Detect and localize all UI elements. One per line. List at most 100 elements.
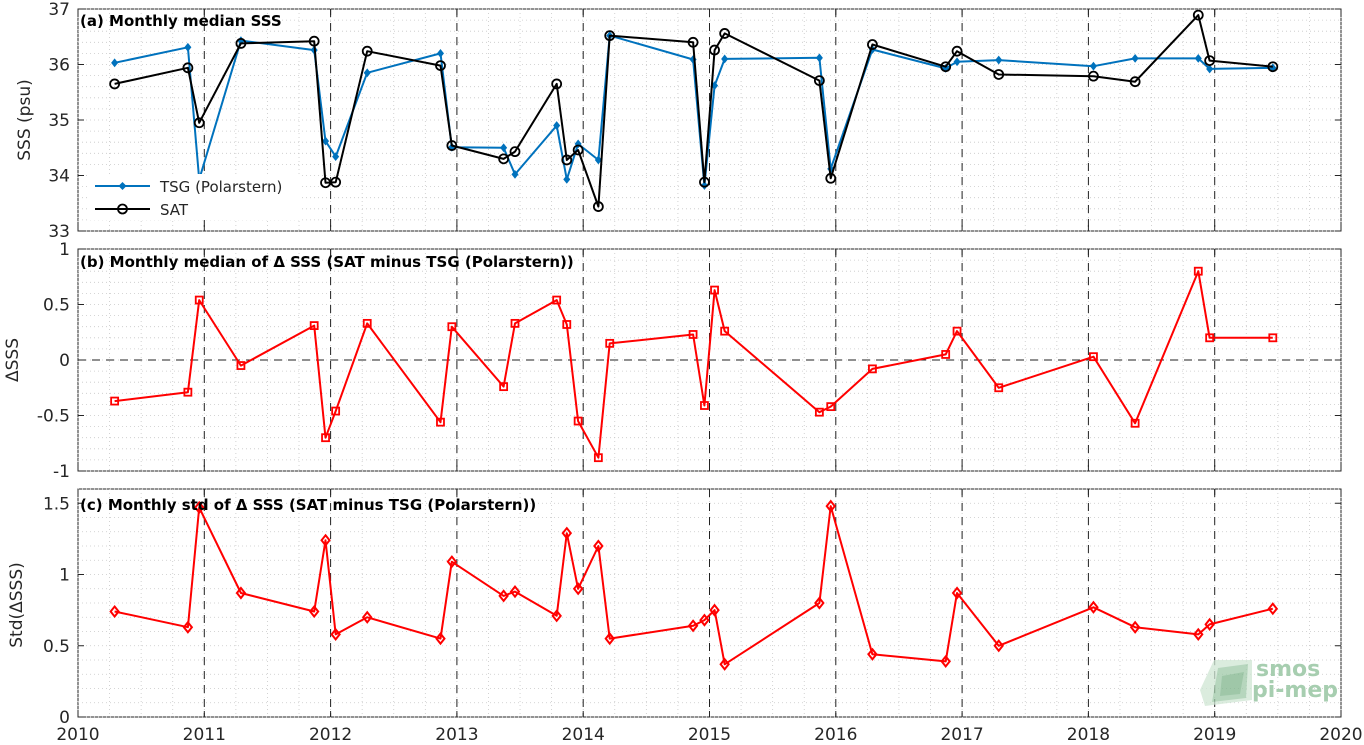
data-point-1-0 <box>710 285 719 295</box>
y-tick-label: 35 <box>48 111 70 131</box>
data-point-0-0 <box>511 169 519 179</box>
panel-a-marks <box>109 9 1279 212</box>
x-tick-label: 2018 <box>1067 725 1110 745</box>
data-point-0-0 <box>322 136 330 146</box>
legend-tsg-label: TSG (Polarstern) <box>159 178 282 196</box>
data-point-0-0 <box>111 58 119 68</box>
data-point-0-1 <box>813 75 825 86</box>
data-point-2-0 <box>561 526 573 540</box>
data-point-0-1 <box>109 78 121 90</box>
data-point-1-0 <box>688 330 698 339</box>
data-point-0-1 <box>825 172 837 184</box>
data-point-0-1 <box>509 146 521 158</box>
data-point-1-0 <box>605 338 615 348</box>
smos-pi-mep-logo: smos pi-mep <box>1200 657 1338 706</box>
data-point-0-1 <box>1267 61 1279 73</box>
legend-sat-marker <box>117 203 128 215</box>
x-tick-label: 2013 <box>435 725 478 745</box>
panel-b-ylabel: ΔSSS <box>3 338 23 382</box>
data-point-0-0 <box>1194 53 1202 63</box>
y-tick-label: 0 <box>59 708 70 728</box>
data-point-1-0 <box>720 326 730 336</box>
data-point-0-1 <box>182 62 194 74</box>
data-point-1-0 <box>1193 266 1203 276</box>
panel-b-ticks: -1 -0.5 0 0.5 1 <box>37 240 1342 482</box>
y-tick-label: 36 <box>48 56 70 76</box>
y-tick-label: 0 <box>59 351 70 371</box>
data-point-0-1 <box>193 117 205 129</box>
data-point-0-0 <box>500 143 508 153</box>
data-point-0-1 <box>1088 70 1099 82</box>
data-point-1-0 <box>510 318 520 328</box>
data-point-0-0 <box>1206 64 1214 74</box>
data-point-2-0 <box>361 610 373 624</box>
data-point-0-0 <box>563 174 571 184</box>
data-point-2-0 <box>193 500 205 515</box>
legend-sat-label: SAT <box>160 201 189 219</box>
panel-c-ticks: 0 0.5 1 1.5 <box>43 489 1342 728</box>
data-point-0-1 <box>235 38 247 49</box>
data-point-0-0 <box>332 152 340 162</box>
data-point-0-0 <box>953 57 961 67</box>
data-point-2-0 <box>709 603 720 617</box>
x-tick-label: 2015 <box>688 725 731 745</box>
data-point-0-1 <box>951 45 963 57</box>
x-tick-label: 2014 <box>562 725 605 745</box>
data-point-2-0 <box>182 620 194 634</box>
data-point-1-0 <box>562 320 572 329</box>
data-point-2-0 <box>1267 602 1279 616</box>
panel-b-grid <box>77 248 1342 472</box>
data-point-1-0 <box>1205 333 1215 343</box>
data-point-1-0 <box>236 361 246 370</box>
data-point-0-1 <box>320 177 331 189</box>
data-point-2-0 <box>867 647 878 661</box>
data-point-2-0 <box>940 654 951 669</box>
data-point-0-1 <box>1129 76 1141 88</box>
data-point-0-1 <box>361 45 373 57</box>
data-point-1-0 <box>499 382 509 392</box>
series-line-2-0 <box>114 505 1274 666</box>
data-point-0-0 <box>995 55 1003 65</box>
data-point-1-0 <box>1089 352 1098 362</box>
data-point-0-1 <box>687 36 699 48</box>
data-point-2-0 <box>235 586 247 600</box>
y-tick-label: 1 <box>59 566 70 586</box>
data-point-2-0 <box>699 613 710 627</box>
data-point-1-0 <box>868 364 877 374</box>
panel-a-ylabel: SSS (psu) <box>15 79 35 160</box>
data-point-0-0 <box>184 42 192 52</box>
data-point-1-0 <box>552 295 562 305</box>
data-point-2-0 <box>951 586 963 600</box>
data-point-2-0 <box>1192 627 1204 641</box>
data-point-1-0 <box>362 318 372 328</box>
data-point-1-0 <box>110 396 120 406</box>
x-tick-labels: 2010 2011 2012 2013 2014 2015 2016 2017 2018 2019… <box>56 725 1362 745</box>
data-point-1-0 <box>309 321 319 330</box>
data-point-0-0 <box>553 121 561 130</box>
x-tick-label: 2010 <box>56 725 99 745</box>
panel-b-marks <box>110 266 1278 463</box>
logo-line2: pi-mep <box>1252 678 1338 703</box>
data-point-0-1 <box>993 69 1005 80</box>
data-point-0-0 <box>363 68 371 78</box>
y-tick-label: 34 <box>48 167 70 187</box>
series-line-0-1 <box>114 14 1273 208</box>
x-tick-label: 2016 <box>814 725 857 745</box>
data-point-2-0 <box>1088 600 1099 614</box>
data-point-1-0 <box>1268 333 1278 343</box>
data-point-1-0 <box>814 407 824 417</box>
data-point-0-1 <box>709 44 720 56</box>
logo-line1: smos <box>1256 657 1320 682</box>
data-point-0-1 <box>699 176 710 188</box>
data-point-2-0 <box>551 609 562 623</box>
data-point-1-0 <box>826 402 836 412</box>
data-point-1-0 <box>436 417 445 427</box>
panel-c-title: (c) Monthly std of Δ SSS (SAT minus TSG … <box>80 496 536 514</box>
data-point-1-0 <box>1130 418 1140 428</box>
data-point-1-0 <box>447 322 457 332</box>
data-point-0-1 <box>604 30 616 42</box>
y-tick-label: 0.5 <box>43 637 70 657</box>
data-point-0-1 <box>561 154 573 166</box>
data-point-1-0 <box>952 326 962 336</box>
data-point-2-0 <box>593 539 604 553</box>
